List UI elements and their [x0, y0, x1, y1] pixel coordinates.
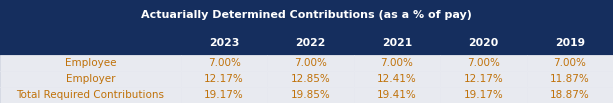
Bar — [527, 87, 613, 103]
Bar — [181, 71, 267, 87]
Text: 7.00%: 7.00% — [467, 58, 500, 68]
Text: 18.87%: 18.87% — [550, 90, 590, 100]
Text: 12.85%: 12.85% — [291, 74, 330, 84]
Bar — [440, 55, 527, 71]
Text: 19.17%: 19.17% — [204, 90, 244, 100]
Bar — [354, 31, 440, 55]
Text: Actuarially Determined Contributions (as a % of pay): Actuarially Determined Contributions (as… — [141, 10, 472, 20]
Text: 2022: 2022 — [295, 38, 326, 48]
Bar — [0, 55, 181, 71]
Bar — [0, 87, 181, 103]
Bar — [527, 55, 613, 71]
Text: 12.41%: 12.41% — [377, 74, 417, 84]
Text: Employee: Employee — [64, 58, 116, 68]
Text: 7.00%: 7.00% — [554, 58, 586, 68]
Text: 7.00%: 7.00% — [208, 58, 240, 68]
Bar — [527, 31, 613, 55]
Text: 7.00%: 7.00% — [381, 58, 413, 68]
Text: 2019: 2019 — [555, 38, 585, 48]
Text: 2021: 2021 — [382, 38, 412, 48]
Text: Total Required Contributions: Total Required Contributions — [17, 90, 164, 100]
Text: 12.17%: 12.17% — [463, 74, 503, 84]
Bar — [527, 71, 613, 87]
Bar — [267, 87, 354, 103]
Bar — [354, 55, 440, 71]
Text: 7.00%: 7.00% — [294, 58, 327, 68]
Bar — [354, 87, 440, 103]
Bar — [267, 31, 354, 55]
Text: 11.87%: 11.87% — [550, 74, 590, 84]
Text: 2020: 2020 — [468, 38, 498, 48]
Bar — [440, 71, 527, 87]
Text: 19.41%: 19.41% — [377, 90, 417, 100]
Bar — [0, 0, 613, 31]
Bar — [181, 87, 267, 103]
Bar — [181, 31, 267, 55]
Bar — [181, 55, 267, 71]
Text: Employer: Employer — [66, 74, 115, 84]
Bar — [354, 71, 440, 87]
Bar — [0, 71, 181, 87]
Bar — [440, 87, 527, 103]
Bar — [0, 31, 181, 55]
Text: 2023: 2023 — [209, 38, 239, 48]
Text: 19.85%: 19.85% — [291, 90, 330, 100]
Bar — [267, 55, 354, 71]
Bar — [440, 31, 527, 55]
Text: 12.17%: 12.17% — [204, 74, 244, 84]
Bar — [267, 71, 354, 87]
Text: 19.17%: 19.17% — [463, 90, 503, 100]
